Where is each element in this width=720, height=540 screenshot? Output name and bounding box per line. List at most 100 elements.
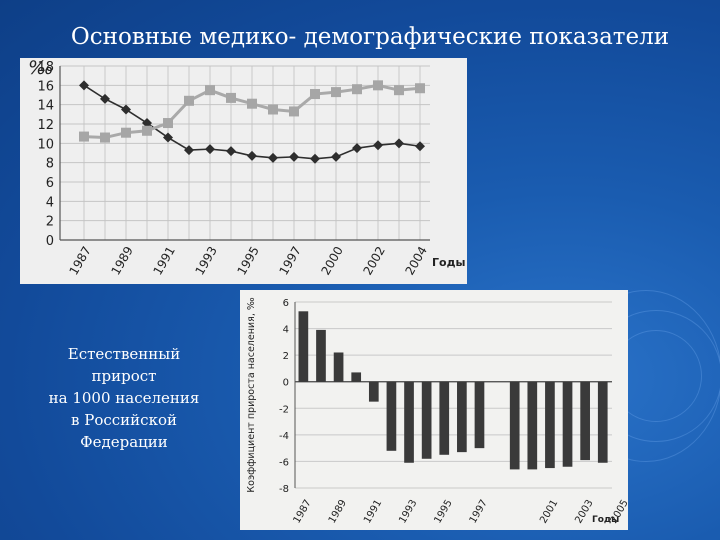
y-tick-label: -8: [279, 484, 289, 495]
data-point: [100, 93, 110, 104]
bar-chart-svg: -8 -6 -4 -2 0 2 4 6 Коэффициент прироста населен…: [246, 297, 631, 526]
x-tick-label: 2002: [360, 244, 387, 277]
y-tick-label: 2: [283, 351, 289, 362]
y-tick-label: 12: [37, 118, 54, 133]
y-tick-label: 0: [283, 378, 289, 389]
x-axis-label: Годы: [592, 515, 619, 525]
data-point: [205, 144, 215, 155]
bar: [316, 329, 326, 382]
x-tick-label: 1997: [468, 498, 490, 526]
data-point: [247, 98, 257, 109]
bar: [386, 381, 397, 451]
caption-line: прирост: [91, 367, 157, 385]
y-tick-label: 6: [46, 176, 54, 191]
y-tick-label: -2: [279, 404, 289, 415]
bar: [562, 381, 573, 467]
bar: [368, 381, 379, 402]
demographic-line-chart: 0 2 4 6 8 10 12 14 16 18 ‰ 1987 1989 1991 1993 1995 1997…: [20, 57, 467, 284]
bar: [509, 381, 520, 470]
y-tick-label: 2: [46, 215, 54, 230]
data-point: [289, 151, 299, 162]
data-point: [226, 92, 236, 103]
x-tick-label: 2004: [402, 244, 429, 277]
bar: [404, 381, 414, 463]
caption-line: Естественный: [67, 345, 181, 363]
data-point: [310, 89, 320, 100]
bar: [351, 372, 362, 382]
x-tick-label: 1991: [150, 244, 177, 277]
y-tick-label: -4: [279, 431, 289, 442]
bar: [421, 381, 432, 459]
data-point: [289, 106, 299, 117]
bar: [439, 381, 450, 455]
caption-line: в Российской: [71, 411, 177, 429]
data-point: [373, 140, 383, 151]
data-point: [184, 145, 194, 156]
data-point: [247, 150, 257, 161]
data-point: [415, 83, 425, 94]
x-tick-label: 1989: [108, 244, 135, 277]
data-point: [142, 118, 152, 129]
data-point: [352, 143, 362, 154]
x-tick-label: 1997: [276, 244, 303, 277]
caption-line: Федерации: [80, 433, 168, 451]
caption-line: на 1000 населения: [48, 389, 200, 407]
data-point: [100, 132, 110, 143]
x-tick-label: 1987: [292, 498, 314, 526]
data-point: [394, 138, 404, 149]
bar: [597, 381, 608, 463]
data-point: [79, 80, 89, 91]
data-point: [163, 132, 173, 143]
y-tick-label: 6: [283, 298, 289, 309]
slide-title: Основные медико- демографические показат…: [70, 24, 670, 50]
x-axis-label: Годы: [432, 256, 465, 269]
natural-growth-bar-chart: -8 -6 -4 -2 0 2 4 6 Коэффициент прироста населен…: [240, 290, 631, 530]
data-point: [352, 84, 362, 95]
chart-caption: Естественный прирост на 1000 населения в…: [38, 343, 210, 453]
data-point: [184, 95, 194, 106]
x-tick-label: 1993: [397, 498, 419, 526]
data-point: [268, 152, 278, 163]
y-tick-label: 8: [46, 157, 54, 172]
x-tick-label: 2001: [538, 498, 560, 526]
bar: [580, 381, 590, 461]
data-point: [121, 104, 131, 115]
data-point: [331, 151, 341, 162]
y-tick-label: 10: [37, 137, 54, 152]
y-tick-label: 0: [46, 234, 54, 249]
bar: [527, 381, 538, 470]
x-tick-label: 1987: [66, 244, 93, 277]
data-point: [373, 80, 383, 91]
data-point: [142, 125, 152, 136]
y-axis-label: Коэффициент прироста населения, ‰: [246, 297, 257, 492]
y-tick-label: 4: [283, 325, 289, 336]
x-tick-label: 1993: [192, 244, 219, 277]
data-point: [331, 87, 341, 98]
x-tick-label: 1991: [362, 498, 384, 526]
x-tick-label: 1995: [432, 498, 454, 526]
x-tick-label: 2000: [318, 244, 345, 277]
x-tick-label: 1989: [327, 498, 349, 526]
bar: [545, 381, 555, 469]
data-point: [268, 104, 278, 115]
y-tick-label: 16: [37, 79, 54, 94]
data-point: [226, 146, 236, 157]
data-point: [394, 85, 404, 96]
y-tick-label: 18: [37, 60, 54, 75]
data-point: [415, 141, 425, 152]
y-axis-label: ‰: [28, 58, 54, 79]
data-point: [163, 118, 173, 129]
bar: [333, 352, 344, 382]
data-point: [121, 127, 131, 138]
data-point: [205, 85, 215, 96]
y-tick-label: 4: [46, 195, 54, 210]
data-point: [310, 153, 320, 164]
y-tick-label: -6: [279, 457, 289, 468]
x-tick-label: 1995: [234, 244, 261, 277]
line-chart-svg: 0 2 4 6 8 10 12 14 16 18‰ 1987 1989 1991 1993 1995 1997…: [28, 57, 465, 278]
y-tick-label: 14: [37, 99, 54, 114]
bar: [474, 381, 485, 449]
data-point: [79, 131, 89, 142]
bar: [457, 381, 467, 453]
bar: [298, 311, 309, 382]
